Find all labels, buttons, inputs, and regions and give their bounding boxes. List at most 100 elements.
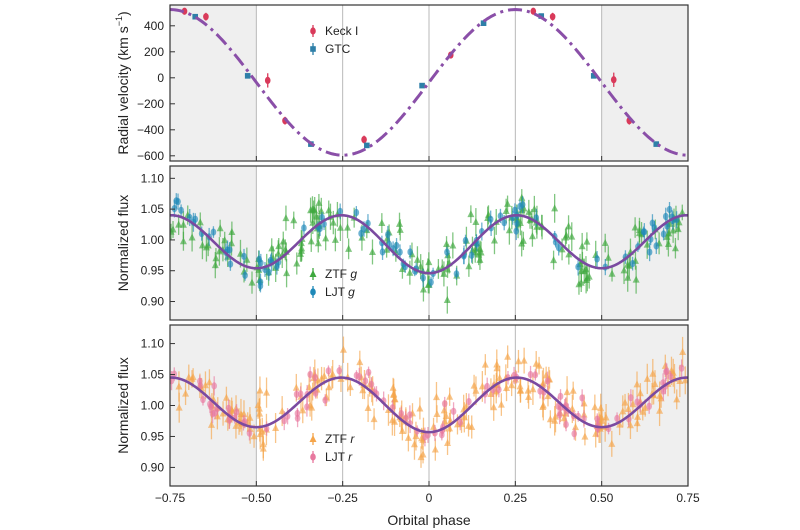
data-point [563, 388, 571, 396]
legend-marker [309, 435, 317, 442]
data-point [433, 409, 441, 417]
data-point [487, 215, 494, 223]
data-point [601, 239, 609, 247]
data-point [431, 445, 439, 453]
data-point [417, 453, 425, 461]
legend-entry: Keck I [310, 24, 358, 38]
data-point [653, 242, 660, 250]
data-point [539, 403, 547, 411]
data-point [292, 383, 300, 391]
data-point [317, 224, 323, 233]
x-tick-label: 0.25 [504, 491, 528, 505]
data-point [632, 275, 640, 283]
y-axis-label-superscript: −1 [114, 16, 124, 26]
data-point [678, 364, 685, 372]
x-tick-label: 0.50 [590, 491, 614, 505]
data-point [246, 429, 253, 437]
data-point [175, 403, 183, 411]
data-point [175, 197, 181, 206]
data-point [243, 255, 251, 263]
data-point [216, 224, 224, 232]
data-point [496, 385, 502, 394]
data-point [653, 141, 660, 147]
data-layer [170, 336, 688, 468]
data-point [484, 382, 491, 391]
data-point [322, 396, 329, 404]
data-point [649, 219, 656, 227]
data-point [356, 358, 364, 366]
series-gtc [192, 13, 660, 149]
x-tick-label: −0.75 [155, 491, 186, 505]
legend-entry: LJT g [310, 285, 355, 299]
data-point [508, 381, 516, 389]
legend-entry: LJT r [310, 450, 353, 464]
data-point [201, 381, 209, 389]
data-point [299, 406, 307, 414]
data-point [537, 387, 543, 395]
y-tick-label: 400 [144, 19, 164, 33]
data-point [336, 367, 343, 375]
data-point [674, 225, 682, 233]
data-point [565, 250, 573, 258]
data-point [256, 430, 264, 438]
data-point [530, 7, 537, 15]
data-point [604, 253, 612, 261]
data-point [535, 361, 543, 369]
data-point [544, 377, 551, 385]
data-point [581, 432, 589, 440]
data-point [444, 248, 450, 256]
legend-label-name: LJT [325, 450, 348, 464]
data-point [368, 380, 375, 388]
data-point [496, 373, 504, 381]
data-point [182, 389, 190, 397]
data-point [212, 409, 218, 417]
data-point [569, 386, 577, 394]
data-point [304, 403, 310, 411]
data-point [518, 239, 526, 247]
shaded-region-left [170, 5, 257, 161]
data-point [557, 392, 564, 400]
data-point [248, 278, 256, 286]
data-point [449, 241, 457, 249]
data-point [594, 255, 600, 263]
data-point [678, 208, 686, 216]
data-point [450, 407, 457, 415]
data-point [353, 371, 360, 380]
data-point [608, 439, 616, 447]
data-point [419, 285, 427, 293]
series-ljt-r [170, 359, 685, 447]
data-point [282, 214, 290, 222]
legend-label-name: LJT [325, 285, 348, 299]
data-point [331, 235, 339, 243]
model-curve [170, 376, 688, 434]
legend-label: ZTF g [325, 267, 357, 281]
legend-label: LJT r [325, 450, 353, 464]
y-tick-label: 1.05 [141, 368, 165, 382]
legend-entry: ZTF r [309, 432, 355, 446]
data-point [297, 246, 305, 254]
data-point [241, 252, 247, 260]
data-point [520, 356, 528, 364]
legend-label: GTC [325, 42, 351, 56]
data-point [420, 274, 426, 282]
data-point [467, 210, 475, 218]
legend-label-band: g [348, 285, 355, 299]
data-point [205, 378, 213, 386]
data-point [283, 269, 291, 277]
data-point [624, 273, 632, 281]
data-point [681, 376, 688, 384]
data-point [475, 250, 483, 258]
data-point [370, 415, 378, 423]
data-point [610, 76, 617, 84]
data-point [563, 420, 569, 429]
data-point [189, 373, 197, 381]
data-point [329, 370, 337, 378]
data-point [232, 421, 240, 429]
data-point [634, 412, 642, 420]
data-point [406, 268, 414, 276]
legend-label-band: I [355, 24, 358, 38]
data-point [641, 228, 648, 236]
data-point [178, 206, 184, 214]
data-point [362, 377, 369, 385]
data-point [568, 232, 576, 240]
